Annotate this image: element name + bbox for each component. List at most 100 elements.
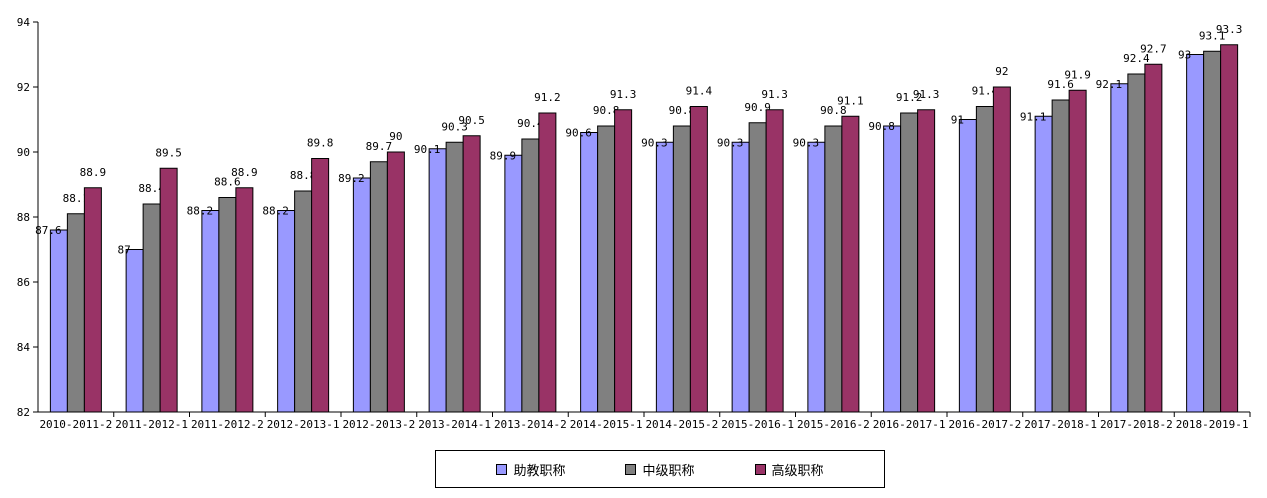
data-label: 91.3 <box>761 88 788 101</box>
data-label: 93.3 <box>1216 23 1243 36</box>
bar <box>1186 54 1205 413</box>
x-tick-label: 2010-2011-2 <box>39 418 112 431</box>
x-tick-label: 2012-2013-2 <box>342 418 415 431</box>
legend-swatch <box>496 463 508 475</box>
x-tick-label: 2011-2012-2 <box>191 418 264 431</box>
data-label: 88.8 <box>290 169 317 182</box>
data-label: 91.2 <box>534 91 561 104</box>
data-label: 90.8 <box>868 120 895 133</box>
x-tick-label: 2014-2015-2 <box>645 418 718 431</box>
bar <box>1127 73 1146 413</box>
data-label: 89.5 <box>155 146 182 159</box>
y-tick-label: 88 <box>17 211 30 224</box>
x-tick-label: 2013-2014-2 <box>494 418 567 431</box>
bar <box>917 109 936 413</box>
bar <box>1034 115 1053 413</box>
bar <box>66 213 85 413</box>
bar <box>311 158 330 413</box>
y-tick-label: 92 <box>17 81 30 94</box>
legend-item-senior: 高级职称 <box>754 460 824 479</box>
data-label: 92.4 <box>1123 52 1150 65</box>
bar <box>807 141 826 413</box>
bar <box>428 148 447 413</box>
legend: 助教职称 中级职称 高级职称 <box>435 450 885 488</box>
bar <box>655 141 674 413</box>
bar <box>731 141 750 413</box>
bar <box>900 112 919 413</box>
data-label: 91 <box>951 114 964 127</box>
bar <box>142 203 161 413</box>
bar <box>462 135 481 413</box>
bar <box>614 109 633 413</box>
bar <box>49 229 68 413</box>
data-label: 88.9 <box>80 166 107 179</box>
bar <box>689 106 708 413</box>
bar <box>125 249 144 413</box>
data-label: 90.6 <box>565 127 592 140</box>
data-label: 90.8 <box>669 104 696 117</box>
bar <box>218 197 237 413</box>
bar <box>1203 50 1222 413</box>
legend-label: 助教职称 <box>513 463 566 479</box>
data-label: 88.6 <box>214 176 241 189</box>
bar <box>975 106 994 413</box>
bar <box>294 190 313 413</box>
bar <box>1220 44 1239 413</box>
data-label: 90 <box>389 130 402 143</box>
data-label: 89.2 <box>338 172 365 185</box>
data-label: 92 <box>995 65 1008 78</box>
data-label: 90.3 <box>793 136 820 149</box>
legend-swatch <box>754 463 766 475</box>
data-label: 90.3 <box>717 136 744 149</box>
data-label: 90.8 <box>820 104 847 117</box>
bar <box>597 125 616 413</box>
data-label: 90.4 <box>517 117 544 130</box>
data-label: 90.5 <box>458 114 485 127</box>
data-label: 89.8 <box>307 137 334 150</box>
bar <box>824 125 843 413</box>
bar <box>201 210 220 413</box>
data-label: 90.9 <box>744 101 771 114</box>
y-tick-label: 90 <box>17 146 30 159</box>
x-tick-label: 2015-2016-1 <box>721 418 794 431</box>
legend-item-assistant: 助教职称 <box>496 460 565 479</box>
bar <box>1110 83 1129 413</box>
bar <box>369 161 388 413</box>
bar <box>386 151 405 413</box>
data-label: 90.1 <box>414 143 441 156</box>
data-label: 88.9 <box>231 166 258 179</box>
bar <box>765 109 784 413</box>
data-label: 91.2 <box>896 91 923 104</box>
bar <box>159 167 178 413</box>
bar <box>352 177 371 413</box>
data-label: 92.7 <box>1140 42 1167 55</box>
x-tick-label: 2016-2017-2 <box>948 418 1021 431</box>
legend-label: 高级职称 <box>771 463 824 479</box>
bar <box>1051 99 1070 413</box>
bar <box>841 115 860 413</box>
bar <box>83 187 102 413</box>
data-label: 91.4 <box>972 85 999 98</box>
data-label: 88.2 <box>262 205 289 218</box>
x-tick-label: 2013-2014-1 <box>418 418 491 431</box>
bar <box>672 125 691 413</box>
bar <box>1068 89 1087 413</box>
x-tick-label: 2017-2018-2 <box>1100 418 1173 431</box>
y-tick-label: 82 <box>17 406 30 419</box>
x-tick-label: 2014-2015-1 <box>570 418 643 431</box>
data-label: 91.3 <box>610 88 637 101</box>
data-label: 91.6 <box>1047 78 1074 91</box>
legend-swatch <box>625 463 637 475</box>
bar <box>883 125 902 413</box>
data-label: 90.3 <box>641 136 668 149</box>
bar <box>235 187 254 413</box>
data-label: 88.2 <box>187 205 214 218</box>
bar-chart: 82 84 86 88 90 92 94 2010-2011-2 87.6 88.1 88.9 201… <box>17 16 1251 431</box>
data-label: 89.9 <box>490 149 517 162</box>
bar <box>277 210 296 413</box>
bar <box>1144 63 1163 413</box>
bar <box>504 154 523 413</box>
data-label: 93 <box>1178 49 1191 62</box>
data-label: 91.3 <box>913 88 940 101</box>
y-tick-label: 86 <box>17 276 30 289</box>
